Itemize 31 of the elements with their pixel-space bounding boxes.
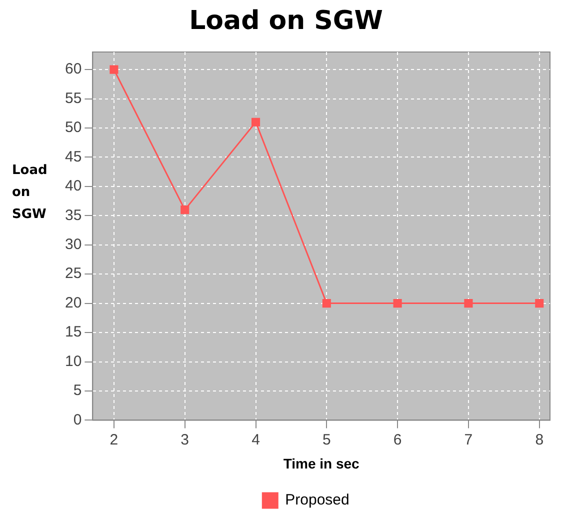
y-tick-label: 40 [64, 178, 82, 195]
point [393, 299, 402, 308]
point [251, 118, 260, 126]
y-tick-label: 50 [64, 119, 82, 136]
x-tick-label: 5 [322, 431, 331, 448]
y-tick-label: 5 [73, 382, 82, 400]
chart-title: Load on SGW [188, 6, 384, 36]
x-tick-label: 6 [393, 431, 402, 448]
y-tick-label: 30 [64, 236, 82, 254]
x-tick-label: 4 [252, 431, 260, 448]
y-axis-title: Load on SGW [12, 162, 48, 224]
y-tick-label: 25 [64, 265, 82, 282]
x-tick-label: 8 [535, 431, 544, 448]
y-tick-label: 45 [64, 148, 82, 166]
point [535, 299, 544, 308]
y-tick-label: 15 [64, 324, 82, 341]
x-tick-label: 2 [110, 431, 118, 448]
x-axis-title: Time in sec [283, 455, 360, 472]
y-tick-label: 10 [64, 352, 82, 370]
x-tick-label: 7 [464, 431, 473, 448]
y-tick-label: 60 [64, 60, 82, 78]
y-tick-label: 35 [64, 206, 82, 224]
point [180, 206, 190, 214]
y-tick-label: 0 [73, 411, 82, 428]
point [110, 65, 118, 74]
legend-label: Proposed [285, 492, 350, 509]
point [464, 299, 473, 308]
point [322, 299, 331, 308]
x-tick-label: 3 [180, 431, 190, 448]
y-tick-label: 20 [64, 294, 82, 312]
y-tick-label: 55 [64, 90, 82, 107]
